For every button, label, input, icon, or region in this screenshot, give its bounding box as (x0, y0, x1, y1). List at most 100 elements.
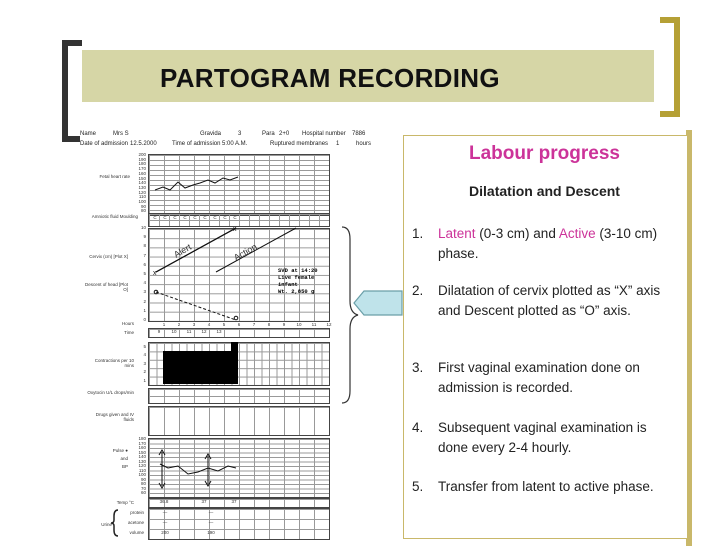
name-value: Mrs S (113, 131, 129, 137)
delivery-note-1: SVD at 14:20 (278, 267, 318, 274)
temp-label: Temp °C (116, 500, 134, 505)
fhr-tick-label: 120 (138, 189, 146, 195)
left-bracket-decoration (62, 40, 82, 142)
hour-number: 6 (237, 322, 241, 327)
time-value: 11 (186, 329, 192, 334)
hour-number: 4 (207, 322, 211, 327)
temp-value: 36.8 (159, 499, 169, 504)
pointer-arrow-icon (353, 290, 403, 316)
dilatation-tick-label: 1 (143, 307, 146, 313)
panel-body (403, 173, 688, 539)
descent-line (155, 291, 237, 321)
pulse-tick-label: 130 (138, 458, 146, 464)
urine-row-label: protein (130, 510, 144, 515)
hour-number: 1 (162, 322, 166, 327)
dilatation-tick-label: 4 (143, 280, 146, 286)
title-bar (82, 50, 654, 102)
dilatation-grid (148, 228, 330, 322)
and-label: and (120, 456, 128, 461)
fhr-tick-label: 160 (138, 170, 146, 176)
bp-arrow-2-top (204, 453, 212, 460)
temp-value: 37 (201, 499, 207, 504)
pulse-label: Pulse ● (112, 448, 128, 453)
dilatation-line (155, 227, 237, 273)
pulse-line (159, 463, 237, 475)
urine-label: Urine (101, 522, 112, 527)
fhr-tick-label: 90 (140, 203, 146, 209)
date-value: 12.5.2000 (130, 141, 157, 147)
contraction-tick-label: 1 (143, 377, 146, 383)
urine-protein-value: — (208, 510, 214, 515)
latent-term: Latent (438, 226, 476, 241)
fhr-tick-label: 100 (138, 199, 146, 204)
list-item-number: 4. (412, 420, 424, 435)
fhr-tick-label: 110 (138, 194, 146, 200)
descent-point-end (233, 315, 239, 321)
amniotic-value: C (213, 215, 217, 220)
partograph-plots: Alert Action x x SVD at 14:20 Live femal… (110, 176, 318, 537)
fhr-tick-label: 180 (138, 161, 146, 167)
pulse-tick-label: 100 (138, 472, 146, 477)
latent-range: (0-3 cm) and (475, 226, 559, 241)
panel-edge-decoration (686, 130, 692, 546)
fhr-tick-label: 80 (140, 208, 146, 214)
cervix-label: Cervix (cm) [Plot X] (89, 254, 128, 259)
hospital-value: 7886 (352, 131, 366, 137)
urine-volume-value: 190 (207, 530, 215, 535)
hour-number: 12 (326, 322, 332, 327)
oxytocin-grid (148, 388, 330, 404)
action-line (215, 227, 297, 273)
hour-number: 8 (267, 322, 271, 327)
amniotic-value: C (233, 215, 237, 220)
section-brace (341, 226, 359, 404)
dilatation-tick-label: 8 (143, 243, 146, 249)
time-row-label: Time (124, 330, 134, 335)
urine-row-label: acetone (127, 520, 144, 525)
contraction-tick-label: 3 (143, 360, 146, 366)
pulse-tick-label: 150 (138, 449, 146, 455)
time-value: 5:00 A.M. (222, 141, 248, 147)
gravida-value: 3 (238, 131, 242, 137)
delivery-note-4: Wt. 2,850 g (278, 288, 314, 295)
hospital-label: Hospital number (302, 131, 346, 137)
time-value: 12 (201, 329, 207, 334)
amniotic-value: C (163, 215, 167, 220)
contraction-fill-1 (163, 351, 208, 384)
amniotic-value: C (173, 215, 177, 220)
pulse-grid (148, 438, 330, 498)
bp-arrow-2-bottom (204, 480, 212, 487)
urine-grid (148, 508, 330, 540)
urine-volume-value: 200 (161, 530, 169, 535)
contraction-tick-label: 4 (143, 352, 146, 358)
urine-acetone-value: — (208, 520, 214, 525)
time-value: 13 (216, 329, 222, 334)
hour-number: 9 (282, 322, 286, 327)
pulse-tick-label: 80 (140, 481, 146, 486)
dilatation-tick-label: 7 (143, 252, 146, 258)
gravida-label: Gravida (200, 131, 222, 137)
panel-subheading: Dilatation and Descent (469, 183, 620, 199)
urine-protein-value: — (162, 510, 168, 515)
hour-number: 11 (311, 322, 317, 327)
partograph-form: Name Mrs S Gravida 3 Para 2+0 Hospital n… (80, 130, 372, 540)
temp-value: 37 (231, 499, 237, 504)
pulse-tick-label: 160 (138, 445, 146, 450)
fhr-tick-label: 130 (138, 184, 146, 190)
pulse-tick-label: 180 (138, 436, 146, 441)
bp-arrow-1-bottom (158, 482, 166, 489)
urine-row-label: volume (129, 530, 144, 535)
drugs-grid (148, 406, 330, 436)
hour-number: 7 (252, 322, 256, 327)
time-value: 10 (171, 329, 177, 334)
fhr-tick-label: 170 (138, 166, 146, 172)
hour-number: 5 (222, 322, 226, 327)
oxytocin-label: Oxytocin U/L drops/min (87, 390, 134, 395)
fhr-line (154, 176, 239, 191)
fhr-grid (148, 154, 330, 216)
membranes-label: Ruptured membranes (270, 141, 329, 147)
pulse-tick-label: 60 (140, 490, 146, 495)
contraction-tick-label: 2 (143, 369, 146, 375)
list-item-text: Subsequent vaginal examination is done e… (438, 420, 647, 455)
contraction-tick-label: 5 (143, 344, 146, 349)
hours-suffix: hours (356, 141, 372, 147)
